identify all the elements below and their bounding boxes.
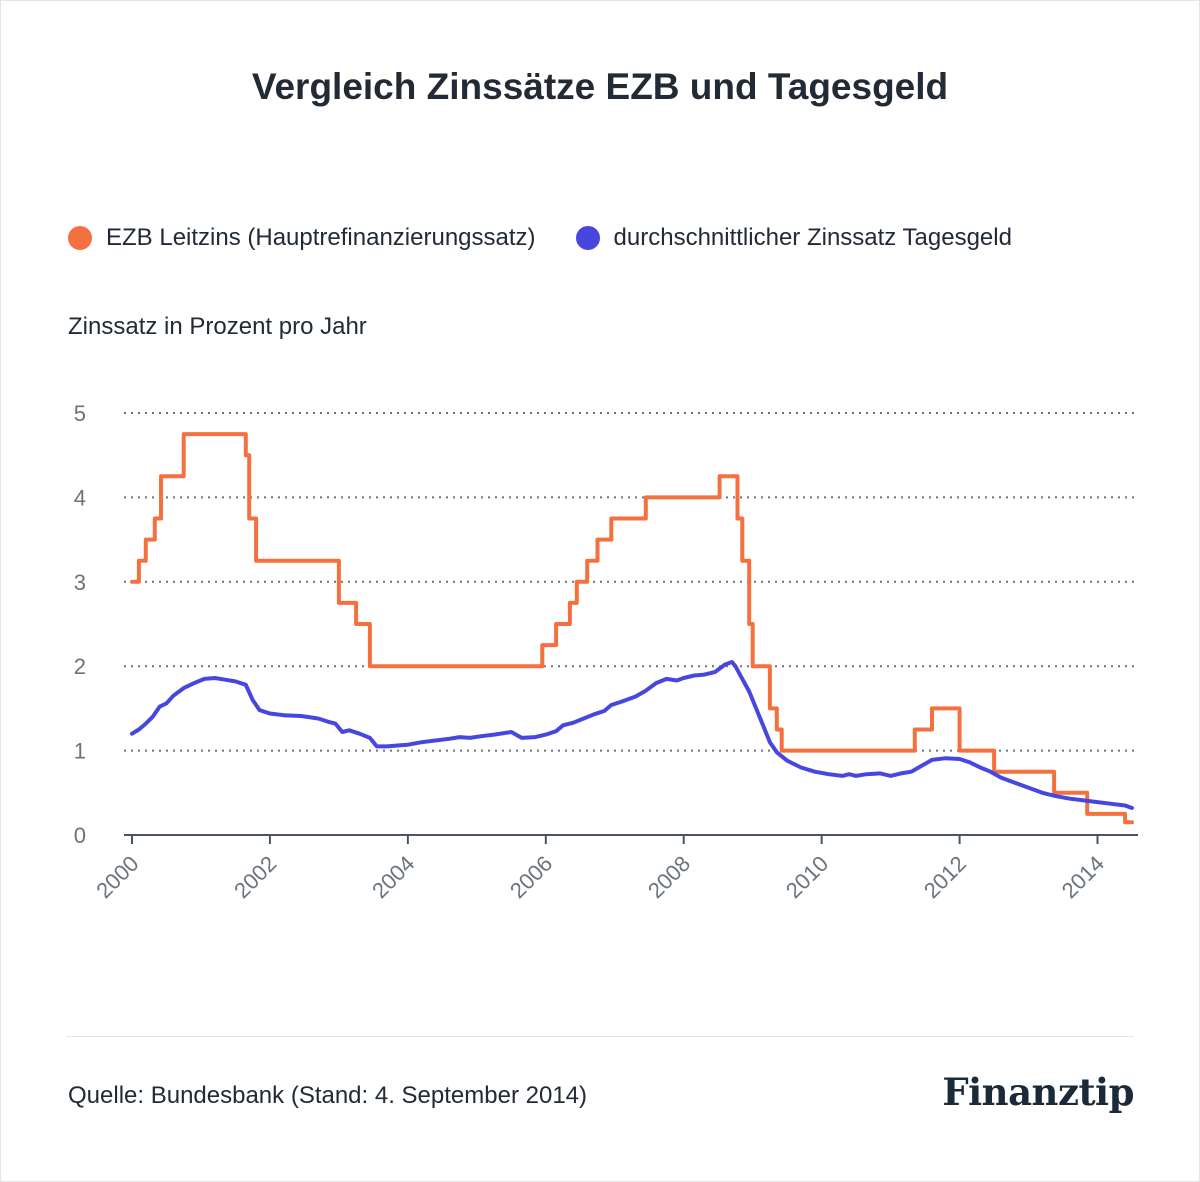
y-tick-label: 3 <box>74 570 86 595</box>
x-tick-label: 2012 <box>919 851 971 903</box>
legend-label-ezb: EZB Leitzins (Hauptrefinanzierungssatz) <box>106 224 536 251</box>
x-tick-label: 2000 <box>91 851 143 903</box>
legend-item-ezb: EZB Leitzins (Hauptrefinanzierungssatz) <box>68 224 536 252</box>
y-tick-label: 2 <box>74 654 86 679</box>
chart-title: Vergleich Zinssätze EZB und Tagesgeld <box>251 66 949 107</box>
legend: EZB Leitzins (Hauptrefinanzierungssatz) … <box>68 222 1052 254</box>
y-axis-unit-label: Zinssatz in Prozent pro Jahr <box>68 313 367 340</box>
x-tick-label: 2008 <box>643 851 695 903</box>
legend-swatch-ezb <box>68 226 92 250</box>
x-tick-label: 2006 <box>505 851 557 903</box>
x-tick-label: 2010 <box>781 851 833 903</box>
x-tick-label: 2002 <box>229 851 281 903</box>
finanztip-logo: Finanztip <box>942 1070 1134 1114</box>
source-note: Quelle: Bundesbank (Stand: 4. September … <box>68 1082 587 1109</box>
legend-item-tagesgeld: durchschnittlicher Zinssatz Tagesgeld <box>575 224 1012 252</box>
legend-label-tagesgeld: durchschnittlicher Zinssatz Tagesgeld <box>613 224 1012 251</box>
y-tick-label: 4 <box>74 485 86 510</box>
series-line-tagesgeld <box>130 660 1134 810</box>
legend-swatch-tagesgeld <box>575 226 600 250</box>
series-line-ezb-leitzins <box>130 432 1134 825</box>
footer-divider <box>66 1036 1134 1037</box>
x-tick-label: 2004 <box>367 851 419 903</box>
line-chart: 0 1 2 3 4 5 2000 2002 2004 2006 2008 2010 2012 2014 <box>74 401 1138 903</box>
y-tick-label: 0 <box>74 823 86 848</box>
y-tick-label: 1 <box>74 739 86 764</box>
x-tick-label: 2014 <box>1057 851 1109 903</box>
y-tick-label: 5 <box>74 401 86 426</box>
